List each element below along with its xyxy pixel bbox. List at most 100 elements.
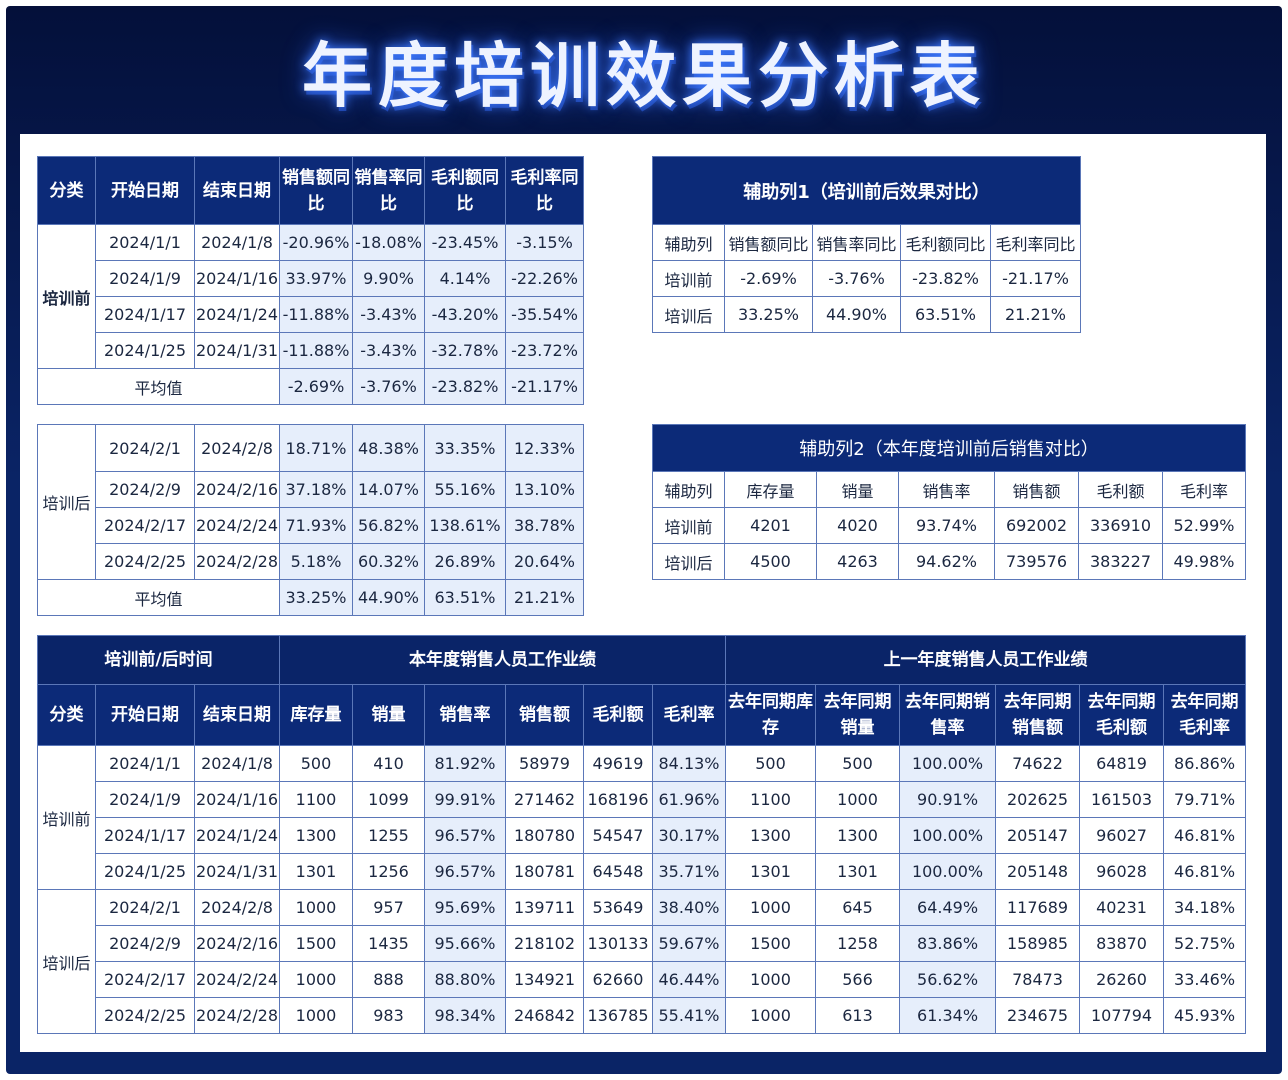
column-header: 毛利额 — [1078, 471, 1163, 508]
table-cell: 138.61% — [424, 507, 506, 544]
table-cell: 99.91% — [424, 781, 506, 818]
table-cell: 2024/1/24 — [194, 296, 280, 333]
table-cell: 2024/1/25 — [95, 332, 195, 369]
table-cell: 4.14% — [424, 260, 506, 297]
table-cell: -43.20% — [424, 296, 506, 333]
table-cell: -2.69% — [724, 260, 813, 297]
table-row: 培训后 2024/2/1 2024/2/8 18.71% 48.38% 33.35% 12.… — [37, 424, 584, 580]
table-row: 2024/1/25 2024/1/31 -11.88% -3.43% -32.78% -2… — [38, 332, 584, 369]
table-cell: 45.93% — [1163, 997, 1247, 1034]
average-value: 33.25% — [279, 579, 353, 616]
table-cell: 49619 — [583, 745, 653, 782]
table-cell: 21.21% — [989, 296, 1082, 333]
table-cell: 1435 — [352, 925, 425, 962]
table-cell: 1300 — [815, 817, 901, 854]
table-cell: 53649 — [583, 889, 653, 926]
table-cell: 1255 — [352, 817, 425, 854]
table-cell: 培训前 — [652, 260, 725, 297]
table-cell: -3.76% — [812, 260, 901, 297]
aux-header-row: 辅助列 销售额同比 销售率同比 毛利额同比 毛利率同比 — [652, 224, 1082, 261]
table-cell: 62660 — [583, 961, 653, 998]
column-header: 结束日期 — [194, 684, 280, 746]
table-cell: 52.75% — [1163, 925, 1247, 962]
table-cell: -21.17% — [989, 260, 1082, 297]
table-cell: 2024/1/17 — [95, 817, 195, 854]
table-cell: 218102 — [505, 925, 584, 962]
table-cell: 1300 — [279, 817, 353, 854]
table-cell: 500 — [279, 745, 353, 782]
table-cell: 739576 — [994, 543, 1079, 580]
band-header-row: 培训前/后时间 本年度销售人员工作业绩 上一年度销售人员工作业绩 — [37, 635, 1247, 685]
table-cell: 2024/1/31 — [194, 332, 280, 369]
table-cell: 2024/2/16 — [194, 471, 280, 508]
column-header: 销量 — [352, 684, 425, 746]
table-cell: 2024/2/1 — [95, 424, 195, 472]
table-row: 2024/2/9 2024/2/16 37.18% 14.07% 55.16% 13.10… — [38, 471, 584, 508]
table-cell: -3.43% — [352, 296, 425, 333]
table-row: 2024/1/9 2024/1/16 33.97% 9.90% 4.14% -22.26% — [38, 260, 584, 297]
table-row: 2024/2/25 2024/2/28 5.18% 60.32% 26.89% 20.64… — [38, 543, 584, 580]
table-cell: 1258 — [815, 925, 901, 962]
table-cell: 20.64% — [505, 543, 584, 580]
table-cell: 33.46% — [1163, 961, 1247, 998]
average-value: -2.69% — [279, 368, 353, 405]
table-cell: 2024/2/28 — [194, 997, 280, 1034]
column-header: 开始日期 — [95, 156, 195, 225]
column-header: 去年同期库存 — [725, 684, 817, 746]
column-header: 去年同期销售率 — [899, 684, 997, 746]
table-cell: 566 — [815, 961, 901, 998]
table-cell: 383227 — [1078, 543, 1163, 580]
table-cell: 64.49% — [899, 889, 997, 926]
table-row: 2024/1/17 2024/1/24 1300 1255 96.57% 180780 54… — [38, 817, 1247, 854]
table-cell: 2024/2/28 — [194, 543, 280, 580]
table-row: 2024/1/25 2024/1/31 1301 1256 96.57% 180781 64… — [38, 853, 1247, 890]
column-header: 销售率同比 — [352, 156, 425, 225]
table-cell: 94.62% — [898, 543, 995, 580]
column-header: 辅助列 — [652, 471, 725, 508]
table-row: 2024/1/9 2024/1/16 1100 1099 99.91% 271462 168… — [38, 781, 1247, 818]
table-cell: 117689 — [995, 889, 1081, 926]
table-cell: 1100 — [725, 781, 817, 818]
column-header: 毛利率同比 — [505, 156, 584, 225]
table-cell: 2024/1/1 — [95, 745, 195, 782]
aux-title-row: 辅助列1（培训前后效果对比） — [651, 156, 1082, 225]
average-value: 21.21% — [505, 579, 584, 616]
table-cell: 4263 — [816, 543, 899, 580]
column-header: 去年同期毛利额 — [1079, 684, 1165, 746]
column-header: 库存量 — [724, 471, 817, 508]
table-cell: 180780 — [505, 817, 584, 854]
table-cell: 2024/1/1 — [95, 224, 195, 261]
table-cell: 1301 — [279, 853, 353, 890]
table-cell: 271462 — [505, 781, 584, 818]
table-cell: 613 — [815, 997, 901, 1034]
table-cell: 134921 — [505, 961, 584, 998]
table-cell: 33.25% — [724, 296, 813, 333]
table-cell: 12.33% — [505, 424, 584, 472]
table-cell: 2024/2/8 — [194, 424, 280, 472]
table-cell: 48.38% — [352, 424, 425, 472]
table-cell: 1100 — [279, 781, 353, 818]
band-time-header: 培训前/后时间 — [37, 635, 280, 685]
table-cell: 14.07% — [352, 471, 425, 508]
content-panel: 分类 开始日期 结束日期 销售额同比 销售率同比 毛利额同比 毛利率同比 培训前 2024/1… — [20, 134, 1266, 1052]
table-cell: 96.57% — [424, 853, 506, 890]
table-cell: 46.44% — [651, 961, 727, 998]
table-cell: 1000 — [725, 889, 817, 926]
table-cell: 205147 — [995, 817, 1081, 854]
table-cell: 93.74% — [898, 507, 995, 544]
column-header: 毛利率 — [651, 684, 727, 746]
column-header: 分类 — [37, 684, 96, 746]
table-cell: -20.96% — [279, 224, 353, 261]
table-cell: 1256 — [352, 853, 425, 890]
table-cell: 78473 — [995, 961, 1081, 998]
table-cell: -11.88% — [279, 296, 353, 333]
table-cell: 2024/1/8 — [194, 745, 280, 782]
table-cell: 1300 — [725, 817, 817, 854]
table-cell: 64548 — [583, 853, 653, 890]
column-header: 销售额同比 — [724, 224, 813, 261]
table-cell: 2024/1/16 — [194, 781, 280, 818]
table-cell: 96028 — [1079, 853, 1165, 890]
aux2-table: 辅助列2（本年度培训前后销售对比） 辅助列 库存量 销量 销售率 销售额 毛利额 毛利率 培训前… — [652, 424, 1246, 580]
table-cell: 90.91% — [899, 781, 997, 818]
table-cell: 95.69% — [424, 889, 506, 926]
